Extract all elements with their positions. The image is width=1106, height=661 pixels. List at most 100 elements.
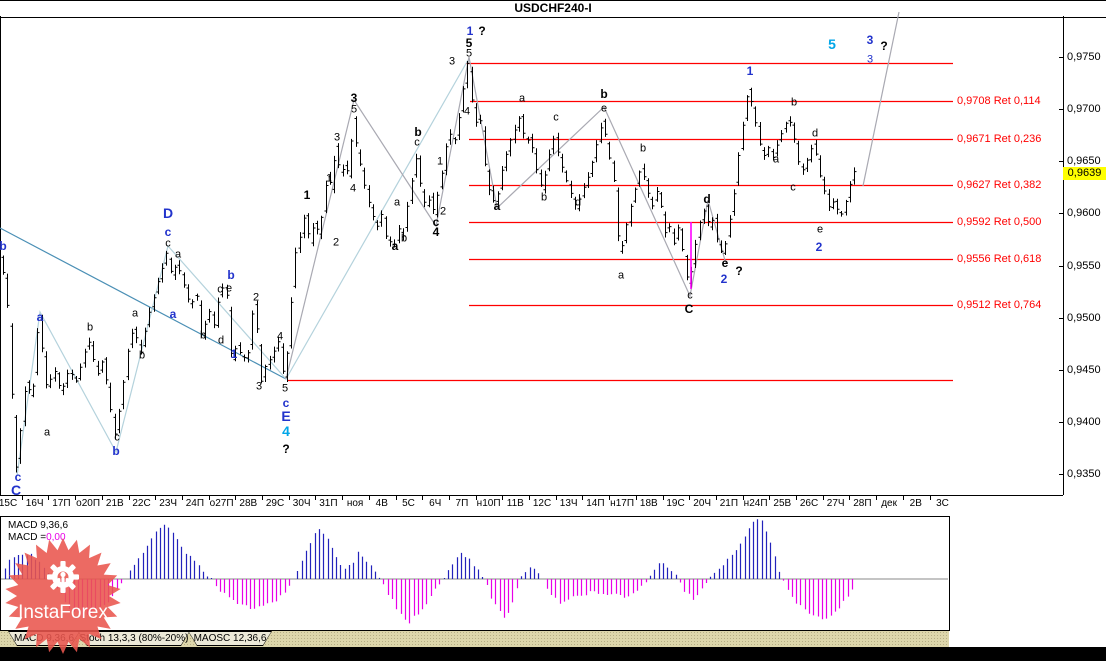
time-label: 27Ч xyxy=(826,498,845,509)
time-label: 31П xyxy=(319,498,338,509)
wave-label: b xyxy=(227,268,235,282)
price-tick-label: 0,9650 xyxy=(1067,155,1101,168)
current-price-tag: 0,9639 xyxy=(1063,167,1106,180)
time-label: 15С xyxy=(0,498,18,509)
wave-label: c xyxy=(114,431,120,444)
wave-label: 5 xyxy=(350,103,358,116)
time-label: 21П xyxy=(719,498,739,509)
time-label: 30Ч xyxy=(292,498,311,509)
wave-label: E xyxy=(281,408,291,424)
fib-level-label: 0,9627 Ret 0,382 xyxy=(957,179,1042,192)
fib-level-label: 0,9592 Ret 0,500 xyxy=(957,215,1042,228)
wave-label: c xyxy=(553,111,559,124)
fib-level-label: 0,9512 Ret 0,764 xyxy=(957,299,1042,312)
wave-label: a xyxy=(169,307,177,321)
time-label: 13Ч xyxy=(559,498,578,509)
bottom-band xyxy=(0,647,1106,661)
time-label: 28В xyxy=(239,498,258,509)
wave-label: 3 xyxy=(255,380,263,393)
wave-label: c xyxy=(790,181,796,194)
wave-label: b xyxy=(112,444,120,458)
price-tick-label: 0,9400 xyxy=(1067,415,1101,428)
wave-label: 4 xyxy=(463,105,471,118)
time-label: 19С xyxy=(666,498,685,509)
time-label: 5С xyxy=(402,498,415,509)
wave-label: c xyxy=(432,215,440,229)
wave-label: e xyxy=(721,256,729,270)
wave-label: ? xyxy=(880,39,888,53)
wave-label: b xyxy=(639,142,647,155)
wave-label: ? xyxy=(282,442,290,456)
wave-label: 3 xyxy=(866,53,874,66)
wave-label: ? xyxy=(478,24,486,38)
time-label: 26С xyxy=(799,498,819,509)
time-label: 28П xyxy=(853,498,872,509)
tab-maosc[interactable]: MAOSC 12,36,6 xyxy=(188,631,272,646)
wave-label: 4 xyxy=(349,182,357,195)
price-tick-label: 0,9700 xyxy=(1067,103,1101,116)
price-chart-canvas[interactable] xyxy=(0,0,1106,516)
wave-label: d xyxy=(811,127,819,140)
wave-label: 3 xyxy=(448,55,456,68)
wave-label: C xyxy=(684,302,694,316)
fib-level-label: 0,9556 Ret 0,618 xyxy=(957,253,1042,266)
time-label: 4В xyxy=(375,498,388,509)
wave-label: 3 xyxy=(350,91,358,105)
time-label: 11В xyxy=(506,498,524,509)
wave-label: 1 xyxy=(436,155,444,168)
wave-label: 2 xyxy=(815,240,823,254)
fib-level-label: 0,9671 Ret 0,236 xyxy=(957,133,1042,146)
wave-label: b xyxy=(790,96,798,109)
wave-label: b xyxy=(600,87,608,101)
wave-label: c xyxy=(164,225,172,239)
wave-label: a xyxy=(393,196,401,209)
current-price-value: 0,9639 xyxy=(1067,167,1102,179)
gear-icon xyxy=(47,561,79,593)
time-label: 25В xyxy=(773,498,792,509)
wave-label: ? xyxy=(735,264,743,278)
wave-label: 2 xyxy=(720,272,728,286)
wave-label: c xyxy=(282,396,290,410)
wave-label: C xyxy=(10,482,22,498)
tab-label: MAOSC 12,36,6 xyxy=(193,633,267,644)
time-label: 3С xyxy=(936,498,949,509)
price-tick-label: 0,9350 xyxy=(1067,468,1101,480)
logo-text: InstaForex xyxy=(18,602,108,623)
tab-label: Stoch 13,3,3 (80%-20%) xyxy=(79,633,189,644)
time-label: 17П xyxy=(52,498,71,509)
wave-label: a xyxy=(36,310,44,324)
macd-pane[interactable]: MACD 9,36,6 MACD =0,00 xyxy=(0,516,950,631)
wave-label: b xyxy=(540,191,548,204)
wave-label: d xyxy=(217,334,225,347)
wave-label: c xyxy=(14,470,22,484)
wave-label: 1 xyxy=(230,347,238,361)
wave-label: a xyxy=(493,199,501,213)
time-label: 24П xyxy=(185,498,205,509)
chart-title: USDCHF240-I xyxy=(514,1,592,15)
macd-indicator-title: MACD 9,36,6 xyxy=(8,520,69,531)
time-label: 18В xyxy=(639,498,658,509)
time-label: 22С xyxy=(132,498,151,509)
wave-label: D xyxy=(162,205,174,221)
wave-label: 2 xyxy=(252,291,260,304)
wave-label: a xyxy=(772,153,780,166)
price-tick-label: 0,9600 xyxy=(1067,207,1101,220)
wave-label: b xyxy=(138,349,146,362)
time-label: 16Ч xyxy=(25,498,44,509)
time-label: 20Ч xyxy=(693,498,712,509)
wave-label: a xyxy=(518,92,526,105)
price-tick-label: 0,9500 xyxy=(1067,311,1101,324)
tab-stoch[interactable]: Stoch 13,3,3 (80%-20%) xyxy=(78,631,190,646)
starburst-badge xyxy=(5,538,121,654)
time-label: 2В xyxy=(909,498,922,509)
wave-label: e xyxy=(816,223,824,236)
wave-label: 2 xyxy=(332,236,340,249)
macd-histogram xyxy=(1,519,948,624)
time-label: дек xyxy=(881,498,897,509)
time-label: 12С xyxy=(532,498,552,509)
wave-label: a xyxy=(43,426,51,439)
price-tick-label: 0,9550 xyxy=(1067,259,1101,272)
wave-label: a xyxy=(391,239,399,253)
time-label: 23Ч xyxy=(159,498,178,509)
time-label: 14П xyxy=(586,498,605,509)
